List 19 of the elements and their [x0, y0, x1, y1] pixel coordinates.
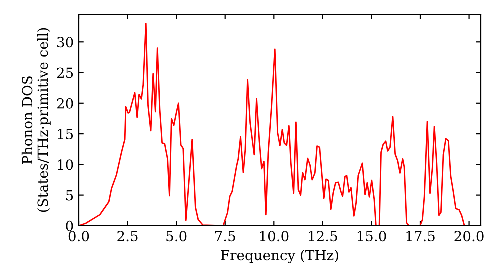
x-tick-label: 15.0 [358, 231, 386, 242]
line-series [79, 23, 466, 226]
y-tick-label: 10 [58, 160, 74, 170]
x-tick-label: 0.0 [68, 231, 90, 242]
x-tick-label: 10.0 [260, 231, 289, 242]
y-tick-label: 25 [57, 68, 74, 78]
x-tick-label: 12.5 [309, 231, 338, 242]
x-axis-title: Frequency (THz) [221, 250, 338, 264]
x-tick-label: 17.5 [406, 231, 435, 242]
x-tick-label: 20.0 [454, 231, 484, 242]
x-tick-label: 7.5 [215, 231, 236, 242]
y-tick-label: 20 [57, 98, 74, 109]
y-tick-label: 15 [58, 129, 74, 140]
y-tick-label: 0 [66, 220, 74, 232]
x-tick-label: 5.0 [166, 231, 187, 242]
y-tick-label: 30 [58, 37, 74, 48]
y-axis-title: Phonon DOS (States/THz·primitive cell) [22, 28, 51, 212]
x-tick-label: 2.5 [118, 231, 138, 242]
y-tick-label: 5 [66, 190, 74, 201]
